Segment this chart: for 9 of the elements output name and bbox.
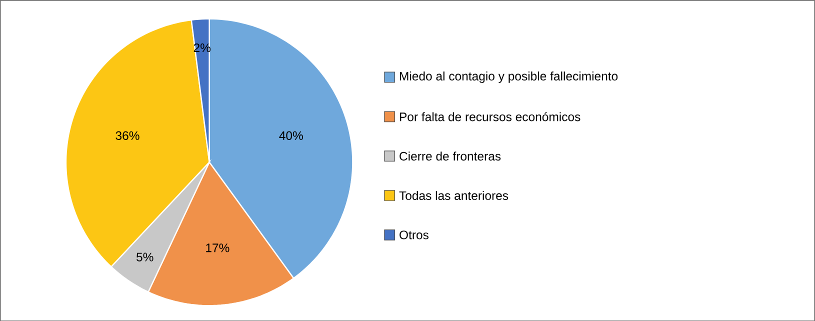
data-label: 5% [136,252,154,262]
legend-label: Otros [400,230,428,240]
legend-label: Por falta de recursos económicos [400,112,580,122]
legend-label: Miedo al contagio y posible fallecimiento [400,71,618,83]
legend-label: Cierre de fronteras [400,151,501,160]
data-label: 36% [116,131,140,140]
data-label: 17% [206,243,230,252]
data-label: 40% [279,131,303,140]
legend-label: Todas las anteriores [399,190,508,200]
